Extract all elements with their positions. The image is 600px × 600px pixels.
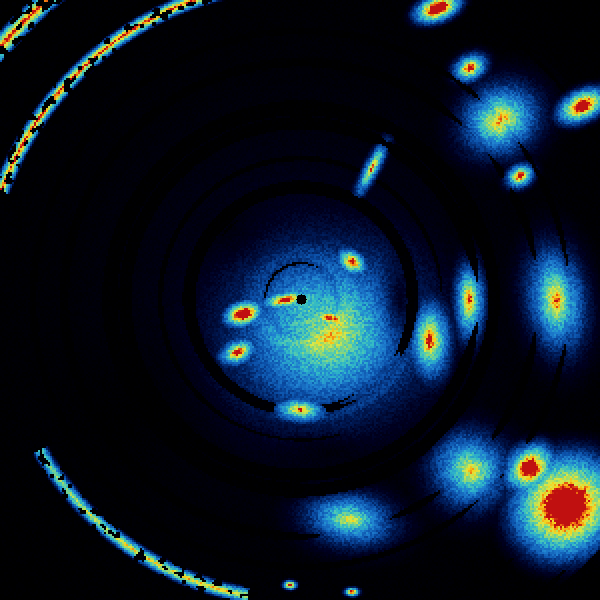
speckle-field-canvas [0,0,600,600]
image-viewport: Coronagraphic Speckle Field False-color … [0,0,600,600]
